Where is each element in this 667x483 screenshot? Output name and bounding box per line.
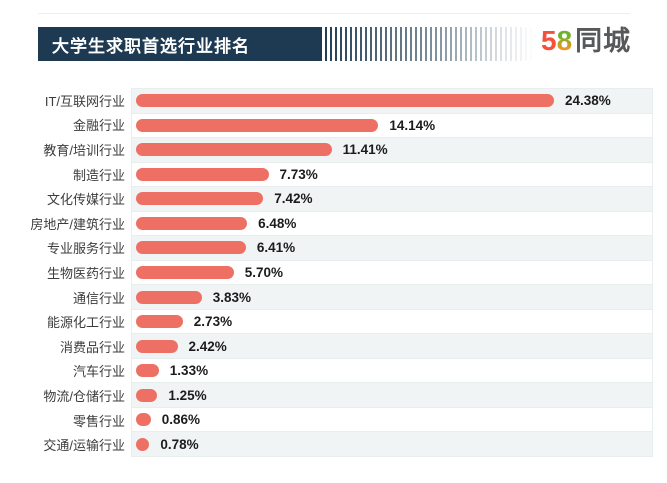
industry-label: 文化传媒行业 [46, 192, 125, 208]
industry-label: 金融行业 [72, 118, 125, 134]
value-label: 2.73% [193, 314, 233, 330]
chart-row: 14.14% [132, 114, 652, 139]
title-banner: 大学生求职首选行业排名 [38, 27, 535, 61]
value-label: 2.42% [188, 338, 227, 354]
bar [136, 94, 554, 108]
bar [136, 265, 234, 279]
industry-label: 零售行业 [72, 413, 125, 429]
logo-digit-5: 5 [541, 25, 557, 56]
industry-label: 房地产/建筑行业 [30, 216, 125, 232]
bar [136, 339, 178, 353]
bar [136, 192, 264, 206]
bar [136, 167, 269, 181]
bar [136, 413, 151, 427]
chart-row: 5.70% [132, 261, 652, 286]
value-label: 0.78% [160, 436, 199, 452]
value-label: 7.42% [274, 191, 313, 207]
bar [136, 118, 379, 132]
value-label: 24.38% [565, 93, 611, 109]
value-label: 1.33% [169, 363, 209, 379]
bar-chart-plot-area: 24.38% 14.14% 11.41% 7.73% 7.42% 6.48% 6… [131, 88, 653, 457]
industry-label: 交通/运输行业 [43, 438, 125, 454]
category-axis-labels: IT/互联网行业金融行业教育/培训行业制造行业文化传媒行业房地产/建筑行业专业服… [0, 88, 128, 457]
value-label: 11.41% [342, 142, 388, 158]
bar [136, 290, 202, 304]
chart-row: 7.73% [132, 163, 652, 188]
chart-row: 24.38% [132, 89, 652, 114]
industry-label: 专业服务行业 [46, 241, 125, 257]
chart-row: 2.42% [132, 334, 652, 359]
chart-row: 11.41% [132, 138, 652, 163]
industry-label: 汽车行业 [72, 364, 125, 380]
industry-label: 制造行业 [72, 167, 125, 183]
logo-digit-8: 8 [556, 25, 573, 56]
banner-stripe-decoration [320, 27, 535, 61]
value-label: 7.73% [279, 166, 318, 182]
industry-label: 物流/仓储行业 [43, 388, 125, 404]
chart-row: 6.41% [132, 236, 652, 261]
top-divider-line [38, 13, 630, 14]
bar [136, 364, 159, 378]
value-label: 14.14% [389, 117, 436, 133]
bar [136, 315, 183, 329]
chart-row: 1.33% [132, 359, 652, 384]
value-label: 0.86% [161, 412, 200, 428]
chart-row: 2.73% [132, 310, 652, 335]
value-label: 6.48% [258, 215, 297, 231]
bar [136, 143, 332, 157]
value-label: 1.25% [168, 387, 207, 403]
value-label: 6.41% [256, 240, 296, 256]
bar [136, 388, 158, 402]
bar [136, 216, 248, 230]
page-title: 大学生求职首选行业排名 [52, 36, 250, 56]
logo-text: 同城 [575, 26, 632, 56]
chart-row: 3.83% [132, 285, 652, 310]
chart-row: 7.42% [132, 187, 652, 212]
value-label: 3.83% [212, 289, 251, 305]
chart-row: 1.25% [132, 383, 652, 408]
value-label: 5.70% [244, 264, 283, 280]
industry-label: 教育/培训行业 [43, 142, 125, 158]
chart-row: 0.78% [132, 432, 652, 457]
chart-row: 0.86% [132, 408, 652, 433]
bar [136, 437, 150, 451]
industry-label: 通信行业 [72, 290, 125, 306]
industry-label: IT/互联网行业 [44, 93, 125, 109]
bar [136, 241, 246, 255]
title-banner-solid: 大学生求职首选行业排名 [38, 27, 320, 61]
industry-label: 生物医药行业 [46, 265, 125, 281]
industry-label: 消费品行业 [59, 339, 125, 355]
chart-row: 6.48% [132, 212, 652, 237]
industry-label: 能源化工行业 [46, 315, 125, 331]
brand-logo-58tongcheng: 5 8 同城 [541, 24, 631, 58]
